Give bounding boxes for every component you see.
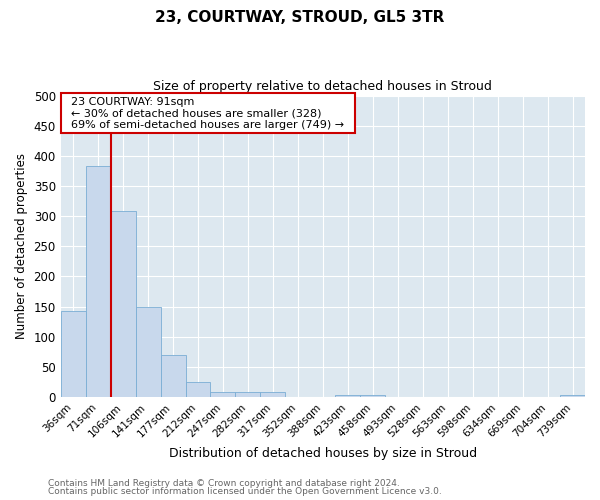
X-axis label: Distribution of detached houses by size in Stroud: Distribution of detached houses by size … xyxy=(169,447,477,460)
Bar xyxy=(185,382,211,397)
Bar xyxy=(335,394,360,397)
Bar xyxy=(161,355,185,397)
Bar xyxy=(260,392,286,397)
Bar xyxy=(110,212,136,397)
Title: Size of property relative to detached houses in Stroud: Size of property relative to detached ho… xyxy=(154,80,492,93)
Text: 23, COURTWAY, STROUD, GL5 3TR: 23, COURTWAY, STROUD, GL5 3TR xyxy=(155,10,445,25)
Bar xyxy=(235,392,260,397)
Text: Contains HM Land Registry data © Crown copyright and database right 2024.: Contains HM Land Registry data © Crown c… xyxy=(48,478,400,488)
Text: Contains public sector information licensed under the Open Government Licence v3: Contains public sector information licen… xyxy=(48,487,442,496)
Bar xyxy=(360,394,385,397)
Bar xyxy=(136,307,161,397)
Text: 23 COURTWAY: 91sqm
  ← 30% of detached houses are smaller (328)
  69% of semi-de: 23 COURTWAY: 91sqm ← 30% of detached hou… xyxy=(64,97,352,130)
Bar xyxy=(211,392,235,397)
Bar xyxy=(86,166,110,397)
Bar xyxy=(560,394,585,397)
Bar xyxy=(61,310,86,397)
Y-axis label: Number of detached properties: Number of detached properties xyxy=(15,154,28,340)
